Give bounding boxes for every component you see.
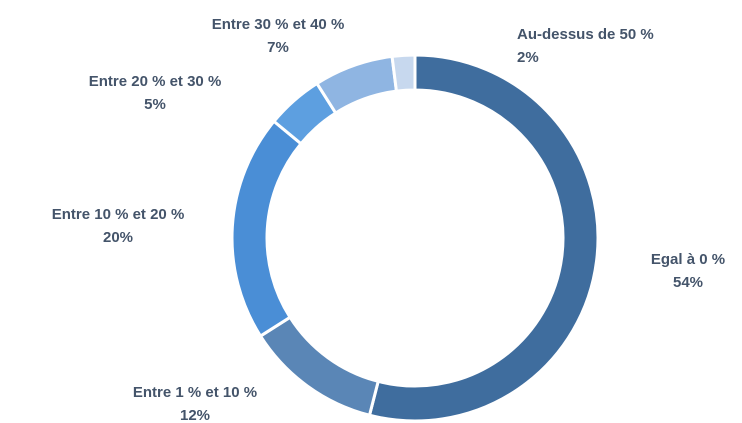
slice-label: Entre 1 % et 10 % — [133, 384, 257, 401]
slice-label: Au-dessus de 50 % — [517, 26, 654, 43]
donut-slice — [390, 53, 417, 93]
slice-value-label: 54% — [673, 274, 703, 291]
slice-value-label: 2% — [517, 49, 539, 66]
slice-label: Egal à 0 % — [651, 251, 725, 268]
slice-value-label: 5% — [144, 96, 166, 113]
donut-slice — [258, 315, 381, 418]
slice-value-label: 12% — [180, 407, 210, 423]
slice-label: Entre 30 % et 40 % — [212, 16, 345, 33]
donut-slice — [230, 119, 304, 339]
slice-label: Entre 10 % et 20 % — [52, 206, 185, 223]
slice-label: Entre 20 % et 30 % — [89, 73, 222, 90]
slice-value-label: 7% — [267, 39, 289, 56]
slice-value-label: 20% — [103, 229, 133, 246]
donut-slice — [314, 54, 399, 116]
donut-slice — [367, 53, 600, 423]
